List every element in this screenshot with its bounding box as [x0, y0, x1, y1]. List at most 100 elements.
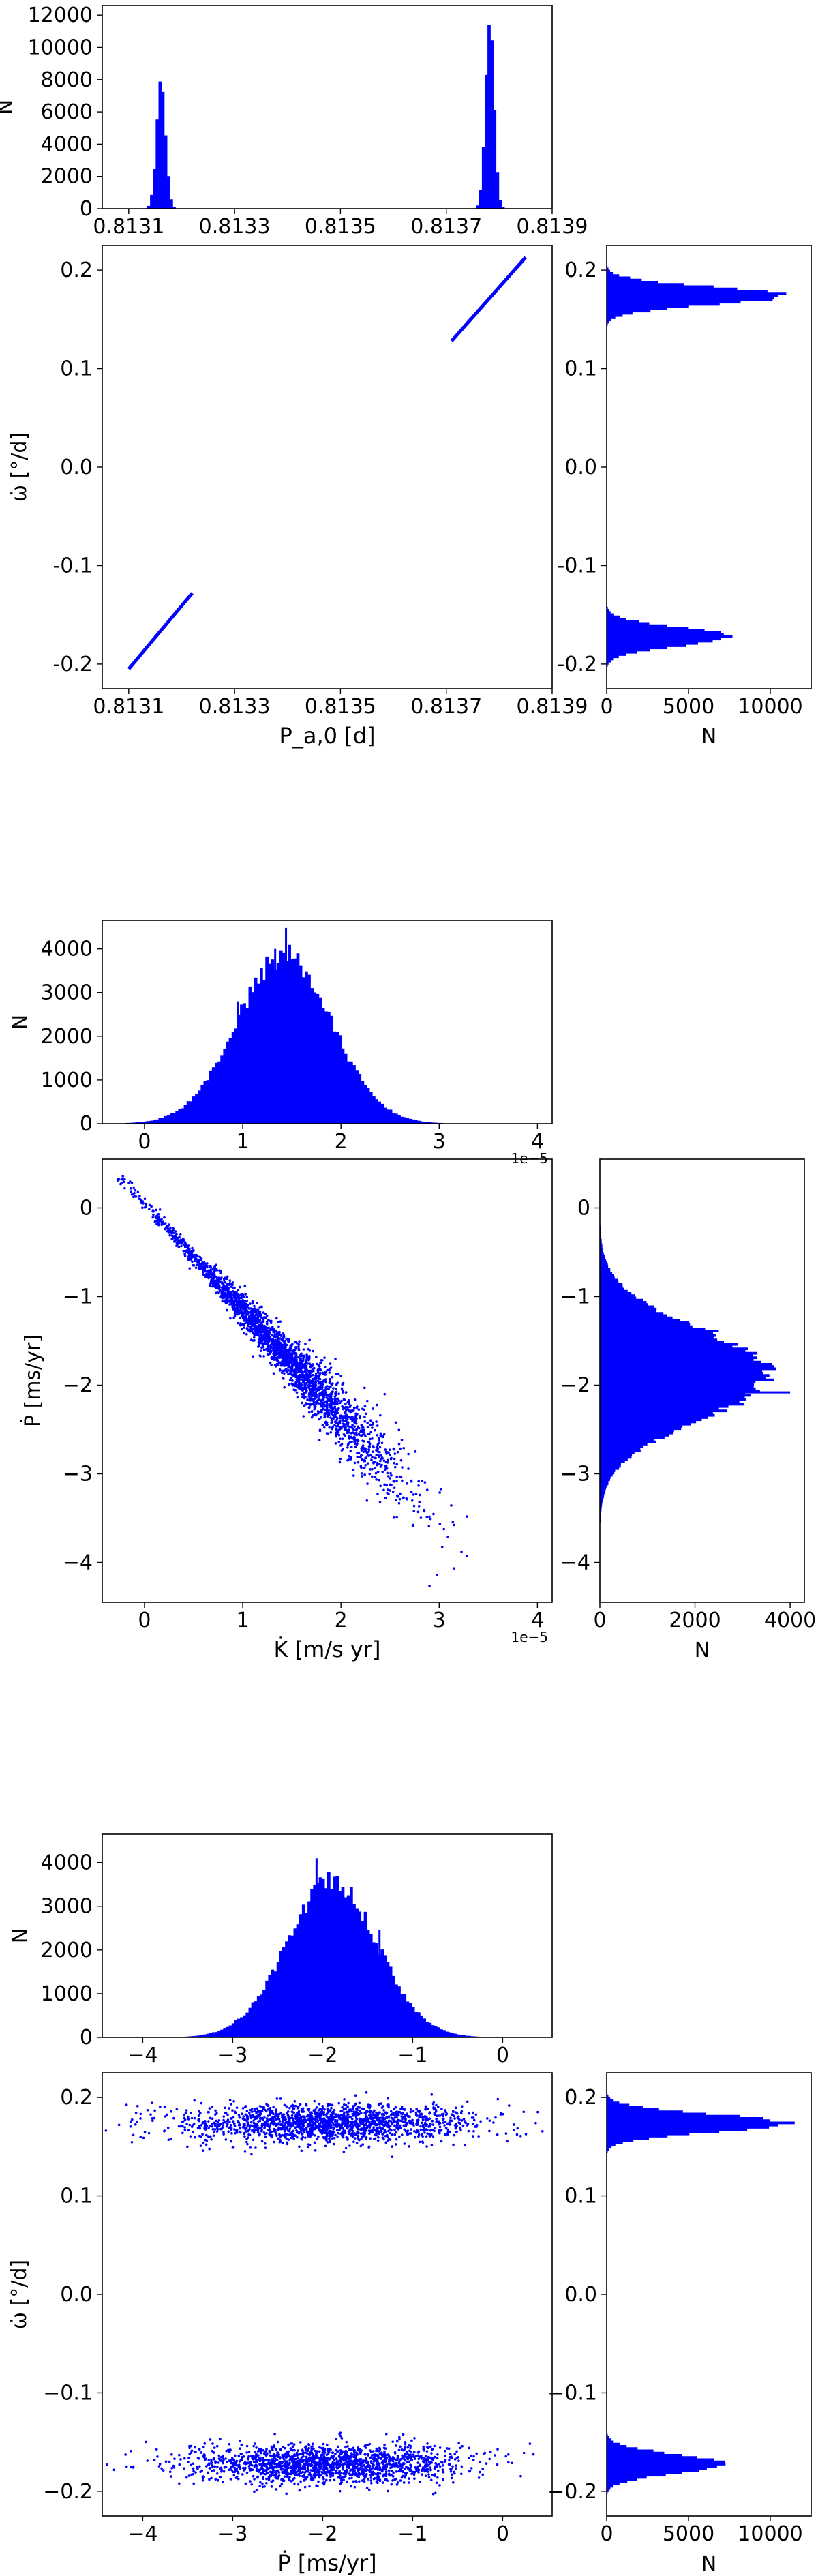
scatter-point — [262, 1319, 265, 1321]
y-tick-label: 0 — [577, 1197, 590, 1220]
scatter-point — [321, 1405, 324, 1409]
scatter-point — [365, 2136, 368, 2139]
scatter-point — [345, 2119, 348, 2122]
scatter-point — [261, 2123, 264, 2127]
scatter-point — [512, 2123, 515, 2126]
scatter-point — [268, 2118, 271, 2121]
scatter-point — [466, 1515, 469, 1518]
scatter-point — [496, 2133, 499, 2136]
scatter-point — [328, 1371, 331, 1374]
scatter-point — [322, 2136, 326, 2140]
scatter-point — [168, 1233, 171, 1237]
histogram-spike — [274, 948, 277, 1124]
scatter-point — [193, 2099, 196, 2102]
scatter-point — [357, 1426, 361, 1430]
scatter-point — [129, 1180, 132, 1183]
scatter-point — [273, 1328, 275, 1331]
scatter-point — [283, 1386, 286, 1389]
scatter-point — [288, 1349, 291, 1351]
scatter-point — [335, 2129, 339, 2132]
scatter-point — [237, 1300, 240, 1304]
scatter-point — [300, 2119, 303, 2122]
scatter-point — [237, 1303, 240, 1306]
scatter-point — [248, 1315, 251, 1318]
histogram-bar — [268, 963, 272, 1124]
scatter-point — [397, 2114, 400, 2117]
scatter-point — [346, 1459, 349, 1462]
histogram-bar — [445, 2031, 449, 2037]
scatter-point — [433, 2112, 436, 2115]
scatter-point — [438, 1491, 441, 1494]
scatter-point — [353, 1418, 356, 1422]
scatter-point — [393, 1461, 396, 1465]
scatter-point — [243, 2135, 246, 2138]
histogram-bar — [423, 2018, 426, 2037]
scatter-point — [430, 2144, 434, 2146]
scatter-point — [368, 2106, 371, 2110]
scatter-point — [424, 2118, 427, 2121]
scatter-point — [361, 2135, 364, 2138]
scatter-point — [294, 2115, 297, 2118]
scatter-point — [157, 1212, 160, 1216]
scatter-point — [369, 1454, 372, 1457]
scatter-point — [220, 1281, 224, 1285]
scatter-point — [264, 1327, 267, 1330]
scatter-point — [362, 1431, 365, 1433]
histogram-bar — [607, 278, 642, 282]
histogram-bar — [305, 971, 308, 1124]
scatter-point — [229, 1317, 232, 1320]
scatter-point — [362, 1450, 365, 1453]
scatter-point — [374, 1456, 377, 1460]
scatter-point — [301, 1378, 305, 1381]
scatter-point — [369, 2123, 373, 2126]
scatter-point — [183, 1243, 186, 1246]
scatter-point — [332, 1416, 335, 1419]
scatter-point — [393, 1465, 397, 1469]
scatter-point — [427, 1525, 431, 1528]
scatter-point — [424, 2124, 427, 2127]
scatter-point — [384, 2112, 388, 2115]
scatter-point — [379, 1484, 382, 1488]
scatter-point — [297, 1345, 300, 1348]
histogram-bar — [425, 2022, 429, 2037]
scatter-point — [307, 1354, 311, 1358]
y-tick-label: 4000 — [41, 938, 93, 961]
scatter-point — [410, 2128, 412, 2131]
scatter-point — [371, 1426, 374, 1429]
scatter-point — [369, 1431, 373, 1434]
scatter-point — [378, 1446, 382, 1449]
y-tick-label: −2 — [63, 1374, 93, 1398]
scatter-point — [258, 1343, 261, 1346]
scatter-point — [328, 1426, 331, 1429]
scatter-point — [399, 1458, 403, 1462]
scatter-point — [334, 1411, 337, 1414]
scatter-point — [270, 2133, 273, 2137]
scatter-point — [309, 1379, 312, 1383]
x-tick-label: 0.8133 — [199, 695, 271, 719]
scatter-point — [272, 1343, 275, 1346]
histogram-bar — [338, 1891, 342, 2037]
histogram-bar — [442, 2030, 446, 2037]
scatter-point — [286, 2142, 289, 2146]
scatter-point — [177, 1236, 179, 1240]
y-tick-label: 6000 — [41, 100, 93, 124]
scatter-point — [390, 1473, 393, 1477]
scatter-point — [383, 1483, 386, 1486]
scatter-point — [385, 1484, 389, 1487]
scatter-point — [318, 1375, 320, 1378]
scatter-point — [151, 1216, 155, 1219]
scatter-point — [305, 1353, 308, 1356]
scatter-point — [297, 1380, 301, 1383]
scatter-point — [354, 1438, 357, 1441]
scatter-point — [331, 1409, 334, 1412]
scatter-point — [275, 1351, 278, 1355]
scatter-point — [284, 1368, 288, 1371]
scatter-point — [130, 1182, 134, 1184]
scatter-point — [305, 1358, 308, 1361]
scatter-point — [371, 1450, 374, 1454]
scatter-point — [248, 2127, 251, 2131]
scatter-point — [262, 2108, 265, 2110]
scatter-point — [432, 2101, 436, 2104]
scatter-point — [336, 1411, 339, 1415]
scatter-point — [323, 1405, 327, 1408]
